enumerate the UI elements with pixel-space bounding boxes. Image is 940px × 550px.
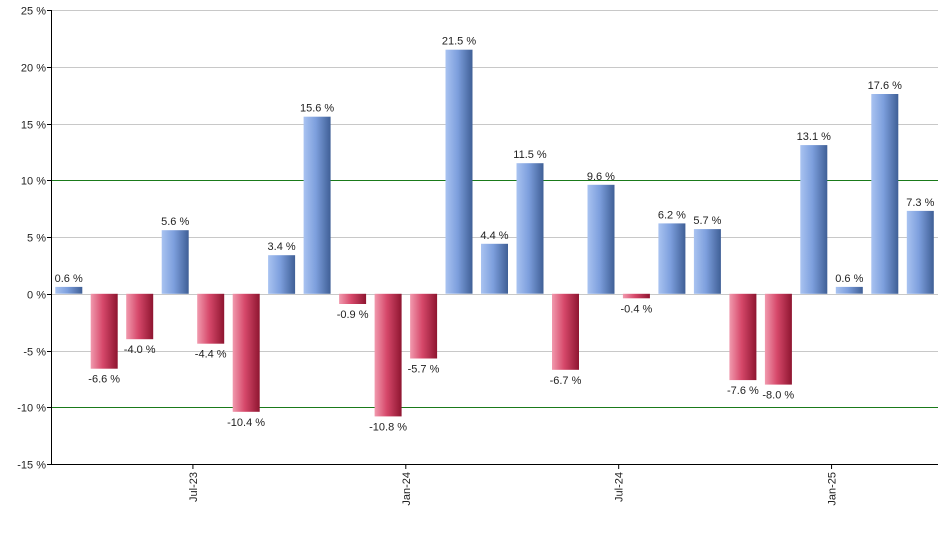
x-tick-label: Jan-25 [827, 472, 839, 506]
reference-lines [51, 180, 938, 408]
y-tick-label: 0 % [27, 290, 46, 302]
bar-negative [410, 293, 438, 359]
x-tick-label: Jul-24 [614, 472, 626, 502]
bar-value-label: 4.4 % [480, 230, 508, 242]
bar-value-label: -8.0 % [762, 390, 794, 402]
bar-value-label: 6.2 % [658, 209, 686, 221]
bar-positive [835, 286, 863, 294]
x-tick-label: Jan-24 [401, 472, 413, 506]
bar-value-label: 15.6 % [300, 103, 334, 115]
bar-positive [445, 49, 473, 294]
bar-positive [800, 145, 828, 294]
bar-negative [197, 293, 225, 344]
bar-negative [339, 293, 367, 304]
bar-positive [303, 116, 331, 294]
y-tick-label: 10 % [21, 176, 46, 188]
bar-positive [693, 229, 721, 294]
bars [55, 49, 934, 417]
bar-positive [587, 184, 615, 294]
y-tick-label: 5 % [27, 233, 46, 245]
bar-value-label: 17.6 % [868, 80, 902, 92]
bar-negative [552, 293, 579, 370]
bar-positive [516, 163, 544, 294]
y-tick-label: 15 % [21, 120, 46, 132]
bar-value-label: 13.1 % [797, 131, 831, 143]
axes: 25 % 20 % 15 % 10 % 5 % 0 % -5 % -10 % -15 % Jul-… [17, 6, 938, 506]
bar-value-label: 5.6 % [161, 216, 189, 228]
bar-value-label: 9.6 % [587, 171, 615, 183]
data-labels: 0.6 % -6.6 % -4.0 % 5.6 % -4.4 % -10.4 % 3.4 %… [55, 36, 935, 434]
bar-positive [658, 223, 686, 294]
bar-value-label: 0.6 % [55, 273, 83, 285]
x-tick-label: Jul-23 [188, 472, 200, 502]
bar-positive [481, 243, 508, 294]
bar-value-label: -10.8 % [369, 421, 407, 433]
bar-value-label: 21.5 % [442, 36, 476, 48]
bar-negative [126, 293, 154, 340]
bar-value-label: -0.4 % [621, 303, 653, 315]
bar-positive [906, 210, 934, 294]
bar-negative [764, 293, 792, 385]
bar-value-label: -4.0 % [124, 344, 156, 356]
bar-value-label: 3.4 % [268, 241, 296, 253]
bar-negative [232, 293, 260, 412]
bar-value-label: -10.4 % [227, 417, 265, 429]
bar-value-label: -0.9 % [337, 309, 369, 321]
bar-positive [268, 255, 296, 294]
y-tick-label: 25 % [21, 6, 46, 18]
bar-value-label: -4.4 % [195, 349, 227, 361]
y-tick-label: -15 % [17, 460, 46, 472]
bar-value-label: -6.7 % [550, 375, 582, 387]
bar-value-label: 0.6 % [835, 273, 863, 285]
bar-value-label: 11.5 % [513, 149, 547, 161]
y-tick-label: 20 % [21, 63, 46, 75]
y-tick-label: -10 % [17, 403, 46, 415]
bar-negative [374, 293, 402, 417]
bar-value-label: 5.7 % [693, 215, 721, 227]
bar-positive [55, 286, 83, 294]
y-tick-label: -5 % [23, 347, 46, 359]
bar-negative [729, 293, 757, 381]
bar-value-label: -6.6 % [88, 374, 120, 386]
bar-positive [871, 94, 899, 294]
bar-negative [622, 293, 650, 299]
bar-positive [161, 230, 189, 294]
bar-value-label: -7.6 % [727, 385, 759, 397]
bar-negative [90, 293, 118, 369]
bar-value-label: 7.3 % [906, 197, 934, 209]
bar-value-label: -5.7 % [408, 363, 440, 375]
